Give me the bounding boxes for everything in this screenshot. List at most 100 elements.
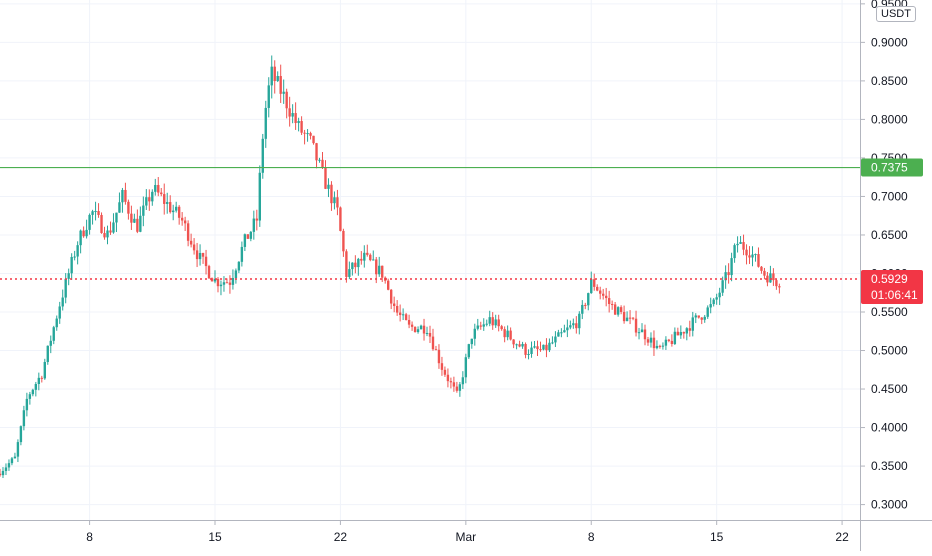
candle-down: [366, 252, 369, 255]
candle-down: [360, 258, 363, 261]
countdown-label: 01:06:41: [871, 288, 918, 302]
candle-up: [488, 317, 491, 324]
price-axis-labels: 0.95000.90000.85000.80000.75000.70000.65…: [861, 0, 923, 512]
time-tick-label: 8: [588, 530, 595, 544]
candle-up: [121, 189, 124, 203]
candle-up: [297, 121, 300, 124]
candle-down: [437, 349, 441, 364]
candle-up: [637, 332, 641, 334]
candle-down: [748, 255, 751, 258]
candle-down: [524, 343, 527, 355]
currency-badge[interactable]: USDT: [876, 6, 916, 22]
candle-down: [775, 280, 778, 287]
candle-up: [348, 269, 351, 277]
candle-up: [494, 319, 497, 326]
candle-up: [16, 442, 20, 457]
candle-up: [237, 261, 241, 271]
candle-up: [10, 458, 14, 464]
price-axis[interactable]: 0.95000.90000.85000.80000.75000.70000.65…: [860, 0, 932, 520]
candle-up: [649, 337, 653, 343]
candle-up: [154, 184, 157, 192]
candle-up: [506, 330, 509, 338]
candle-up: [249, 231, 253, 239]
candle-down: [225, 282, 229, 284]
candle-up: [554, 336, 557, 343]
candle-down: [109, 230, 112, 233]
candle-up: [458, 384, 462, 391]
candle-down: [778, 286, 781, 288]
candle-down: [593, 279, 596, 287]
candle-down: [389, 289, 393, 304]
candle-down: [398, 312, 402, 315]
candle-up: [616, 307, 620, 315]
candle-down: [697, 315, 700, 318]
candle-down: [757, 254, 760, 267]
candle-down: [387, 280, 390, 290]
candle-up: [115, 212, 118, 223]
candle-down: [742, 242, 745, 250]
candle-up: [464, 357, 468, 378]
candle-up: [357, 258, 360, 268]
candle-up: [64, 278, 67, 298]
candle-up: [769, 273, 772, 283]
candle-up: [213, 278, 217, 282]
candle-up: [425, 332, 429, 334]
candle-down: [210, 278, 214, 282]
candle-up: [327, 184, 330, 189]
candle-down: [410, 324, 414, 327]
candle-down: [216, 278, 220, 287]
candle-down: [324, 167, 327, 189]
candle-down: [631, 317, 635, 319]
candle-up: [267, 85, 270, 108]
chart-plot-area[interactable]: [0, 0, 860, 520]
candle-down: [407, 319, 411, 325]
candle-down: [763, 270, 766, 276]
candle-up: [264, 107, 267, 139]
candle-up: [261, 138, 264, 173]
candle-down: [157, 184, 160, 193]
candle-up: [52, 327, 55, 341]
candle-up: [563, 330, 566, 333]
candle-up: [91, 211, 94, 215]
candle-up: [590, 279, 593, 294]
candle-down: [163, 194, 166, 204]
candle-up: [467, 344, 471, 358]
candle-up: [530, 347, 533, 354]
candle-down: [509, 330, 512, 340]
candle-down: [309, 133, 312, 136]
candle-up: [198, 252, 202, 260]
candle-up: [482, 324, 485, 327]
candle-down: [766, 275, 769, 283]
candle-down: [342, 230, 345, 252]
candle-up: [231, 277, 235, 285]
price-chart[interactable]: [0, 0, 860, 520]
candle-up: [43, 361, 46, 379]
candle-up: [587, 293, 590, 306]
candle-down: [434, 349, 438, 351]
candle-down: [688, 328, 691, 331]
time-axis[interactable]: 8 15 22 Mar 8 15 22: [0, 520, 860, 551]
candle-down: [354, 262, 357, 268]
candle-up: [46, 345, 49, 362]
candle-down: [479, 325, 482, 327]
resistance-price-label: 0.7375: [871, 161, 908, 175]
time-tick-label: 15: [208, 530, 222, 544]
candle-up: [252, 218, 256, 232]
candle-up: [548, 342, 551, 351]
candle-up: [282, 91, 285, 94]
candle-down: [130, 213, 133, 223]
time-tick-label: 22: [835, 530, 849, 544]
resistance-price-tag: [861, 158, 923, 177]
candle-down: [195, 250, 199, 260]
candle-up: [1, 470, 5, 476]
axis-corner: [860, 520, 932, 551]
candle-down: [0, 473, 2, 476]
candle-up: [527, 353, 530, 355]
candle-down: [602, 293, 605, 296]
candle-down: [207, 266, 211, 279]
candle-up: [333, 197, 336, 204]
candle-up: [754, 254, 757, 256]
candle-up: [142, 205, 145, 216]
candle-up: [4, 467, 8, 471]
candle-down: [643, 329, 647, 340]
